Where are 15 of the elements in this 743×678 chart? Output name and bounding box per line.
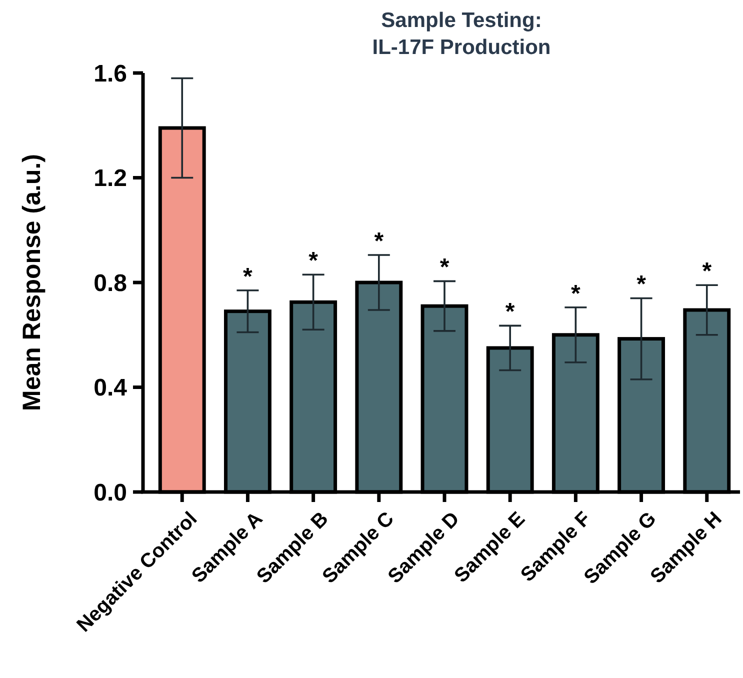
annotation: *	[374, 228, 384, 256]
annotation: *	[636, 271, 647, 298]
annotation: *	[571, 280, 582, 308]
y-tick-label: 1.6	[94, 60, 127, 88]
annotation: *	[308, 248, 319, 275]
chart-title: Sample Testing: IL-17F Production	[372, 9, 551, 59]
y-tick-label: 0.0	[94, 479, 127, 506]
annotation: *	[440, 254, 450, 282]
annotation: *	[243, 263, 254, 290]
y-tick-label: 1.2	[94, 165, 127, 192]
annotation: *	[702, 258, 712, 286]
y-tick-label: 0.8	[94, 270, 127, 297]
y-tick-label: 0.4	[94, 374, 128, 402]
annotation: *	[505, 298, 516, 326]
y-axis-title: Mean Response (a.u.)	[18, 154, 46, 411]
